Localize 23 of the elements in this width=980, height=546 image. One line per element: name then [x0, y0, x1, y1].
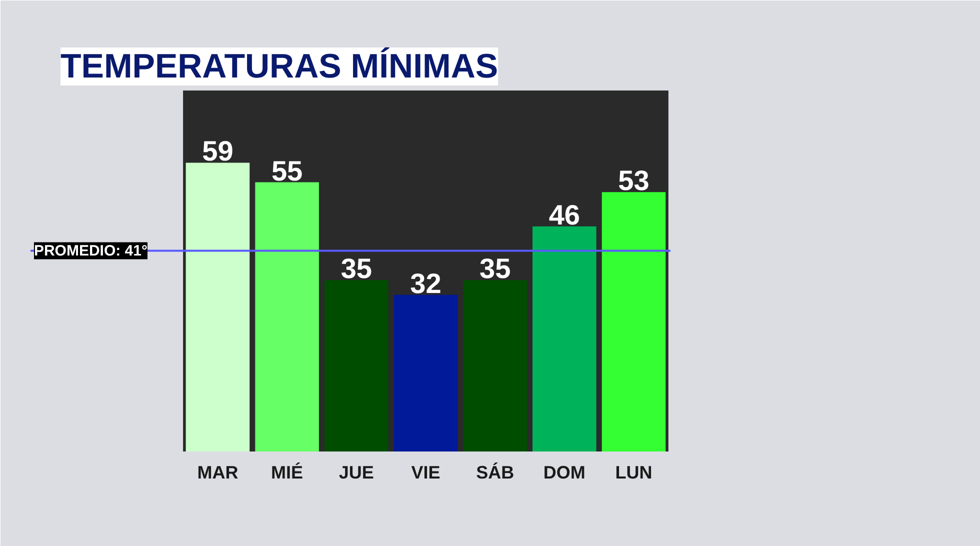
- bar: [394, 294, 458, 452]
- data-label: 59: [202, 136, 234, 167]
- x-tick-label: MAR: [197, 462, 238, 482]
- x-tick-label: VIE: [411, 462, 440, 482]
- x-tick-label: MIÉ: [271, 462, 304, 482]
- x-tick-label: LUN: [615, 462, 652, 482]
- x-tick-label: DOM: [543, 462, 586, 482]
- data-label: 32: [410, 268, 442, 299]
- bar: [255, 182, 319, 452]
- data-label: 55: [271, 155, 303, 186]
- data-label: 35: [480, 253, 511, 284]
- data-label: 35: [340, 253, 372, 284]
- x-tick-label: JUE: [338, 462, 374, 482]
- chart-title: TEMPERATURAS MÍNIMAS: [60, 46, 498, 86]
- bar: [463, 280, 527, 452]
- bar: [186, 162, 250, 452]
- bar: [324, 280, 388, 452]
- data-label: 46: [548, 199, 580, 230]
- bar: [532, 226, 596, 452]
- data-label: 53: [618, 165, 650, 196]
- ref-line-label: PROMEDIO: 41°: [34, 242, 148, 260]
- x-tick-label: SÁB: [476, 462, 514, 482]
- bar: [602, 192, 666, 452]
